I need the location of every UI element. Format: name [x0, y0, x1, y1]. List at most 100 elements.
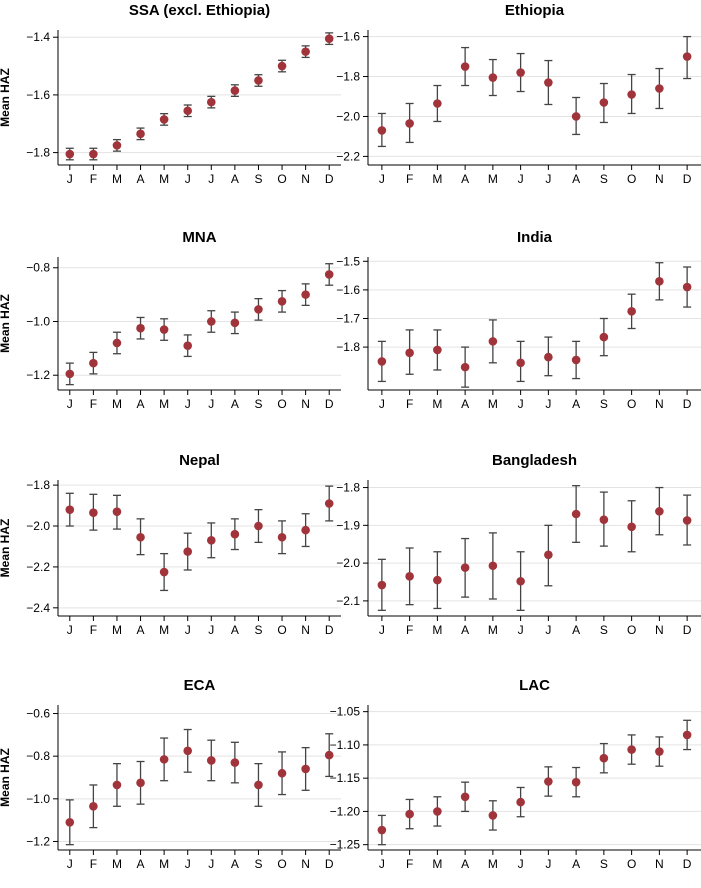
data-point [254, 305, 263, 314]
data-point [89, 149, 98, 159]
x-tick-label: M [159, 623, 169, 637]
x-tick-label: S [254, 397, 262, 411]
x-tick-label: J [379, 397, 385, 411]
x-tick-label: M [432, 172, 442, 186]
x-tick-label: J [545, 857, 551, 871]
panel-8: −1.25 −1.20 −1.15 −1.10 −1.05 J F M A M J J A S O N D LAC [330, 677, 701, 871]
x-tick-label: S [600, 172, 608, 186]
x-tick-label: D [683, 397, 692, 411]
data-point [433, 345, 442, 355]
data-point [65, 369, 75, 379]
data-point [599, 98, 609, 107]
y-tick-label: −1.5 [336, 254, 360, 268]
x-tick-label: J [208, 623, 214, 637]
x-tick-label: M [432, 857, 442, 871]
y-tick-label: −2.1 [336, 594, 360, 608]
data-point [301, 47, 310, 56]
x-tick-label: N [655, 172, 664, 186]
y-tick-label: −1.20 [330, 804, 361, 818]
y-tick-label: −0.6 [26, 707, 50, 721]
x-tick-label: M [432, 623, 442, 637]
x-tick-label: J [67, 623, 73, 637]
data-point [324, 750, 334, 760]
x-tick-label: A [572, 623, 580, 637]
data-point [544, 550, 553, 560]
x-tick-label: A [231, 623, 239, 637]
x-tick-label: J [67, 857, 73, 871]
x-tick-label: F [90, 172, 97, 186]
x-tick-label: O [277, 623, 286, 637]
y-tick-label: −1.15 [330, 771, 361, 785]
y-axis-label: Mean HAZ [0, 748, 12, 807]
data-point [627, 90, 636, 99]
data-point [516, 358, 525, 368]
x-tick-label: A [231, 172, 239, 186]
x-tick-label: D [325, 397, 334, 411]
data-point [627, 745, 636, 754]
y-tick-label: −2.0 [336, 109, 360, 123]
data-point [571, 112, 581, 121]
data-point [544, 352, 553, 362]
x-tick-label: O [277, 397, 286, 411]
x-tick-label: J [185, 623, 191, 637]
y-tick-label: −2.2 [336, 149, 360, 163]
data-point [206, 97, 216, 107]
x-tick-label: J [545, 397, 551, 411]
data-point [65, 505, 75, 514]
data-point [159, 755, 169, 764]
data-point [136, 129, 145, 139]
y-tick-label: −1.6 [26, 88, 50, 102]
x-tick-label: A [461, 397, 469, 411]
y-tick-label: −1.6 [336, 30, 360, 44]
data-point [112, 507, 122, 516]
data-point [230, 529, 240, 539]
data-point [599, 332, 609, 342]
data-point [377, 357, 387, 366]
x-tick-label: F [406, 857, 413, 871]
x-tick-label: J [545, 623, 551, 637]
y-tick-label: −2.4 [26, 601, 50, 615]
y-tick-label: −1.8 [336, 340, 360, 354]
data-point [544, 78, 553, 87]
y-tick-label: −1.0 [26, 314, 50, 328]
data-point [516, 576, 525, 586]
data-point [682, 516, 692, 525]
data-point [405, 809, 414, 819]
x-tick-label: J [518, 172, 524, 186]
x-tick-label: M [112, 172, 122, 186]
data-point [159, 325, 169, 334]
x-tick-label: N [655, 857, 664, 871]
data-point [206, 317, 216, 326]
data-point [136, 778, 145, 788]
x-tick-label: N [301, 857, 310, 871]
x-tick-label: J [185, 397, 191, 411]
data-point [599, 515, 609, 524]
data-point [277, 61, 287, 71]
y-axis-label: Mean HAZ [0, 68, 12, 127]
data-point [405, 119, 414, 128]
x-tick-label: D [683, 172, 692, 186]
data-point [433, 99, 442, 108]
data-point [65, 817, 75, 827]
data-point [488, 337, 498, 346]
data-point [301, 525, 310, 535]
x-tick-label: M [488, 857, 498, 871]
y-tick-label: −0.8 [26, 261, 50, 275]
x-tick-label: F [406, 397, 413, 411]
data-point [112, 338, 122, 348]
data-point [183, 341, 193, 350]
x-tick-label: J [379, 857, 385, 871]
x-tick-label: A [572, 857, 580, 871]
data-point [206, 536, 216, 545]
x-tick-label: J [67, 172, 73, 186]
y-axis-label: Mean HAZ [0, 294, 12, 353]
x-tick-label: A [137, 623, 145, 637]
x-tick-label: N [655, 623, 664, 637]
x-tick-label: J [67, 397, 73, 411]
data-point [159, 115, 169, 124]
data-point [405, 572, 414, 581]
x-tick-label: D [683, 623, 692, 637]
data-point [377, 580, 387, 590]
panel-title: India [517, 229, 553, 246]
